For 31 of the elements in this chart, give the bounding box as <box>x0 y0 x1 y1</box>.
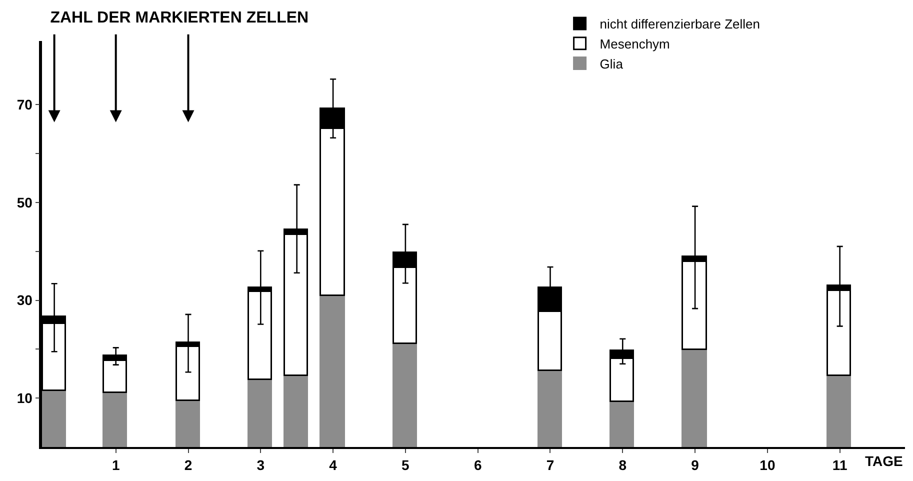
legend-label: Glia <box>600 56 624 72</box>
y-tick-label: 30 <box>16 292 33 308</box>
bar <box>610 400 634 447</box>
legend-label: nicht differenzierbare Zellen <box>600 16 760 32</box>
bar <box>284 374 308 447</box>
bar <box>682 348 707 447</box>
bar <box>538 370 562 447</box>
x-tick-label: 11 <box>832 456 848 473</box>
bar <box>42 390 66 447</box>
bar <box>392 342 417 447</box>
y-tick-label: 70 <box>16 96 33 112</box>
chart-title: ZAHL DER MARKIERTEN ZELLEN <box>50 9 309 26</box>
x-tick-label: 4 <box>329 456 338 473</box>
x-tick-label: 2 <box>184 456 192 473</box>
bar <box>248 378 272 447</box>
x-tick-label: 3 <box>256 456 265 473</box>
x-tick-label: 7 <box>546 456 554 473</box>
x-tick-label: 8 <box>618 456 627 473</box>
legend-label: Mesenchym <box>600 36 670 52</box>
x-axis-title: TAGE <box>865 453 903 469</box>
x-tick-label: 1 <box>112 456 120 473</box>
x-tick-label: 9 <box>691 456 700 473</box>
x-tick-label: 6 <box>474 456 482 473</box>
y-tick-label: 10 <box>16 390 33 406</box>
x-tick-label: 5 <box>402 456 410 473</box>
bar <box>320 294 345 447</box>
y-tick-label: 50 <box>16 194 33 210</box>
x-tick-label: 10 <box>760 456 776 473</box>
bar <box>826 374 851 447</box>
bar <box>176 400 200 447</box>
bar <box>102 392 127 447</box>
